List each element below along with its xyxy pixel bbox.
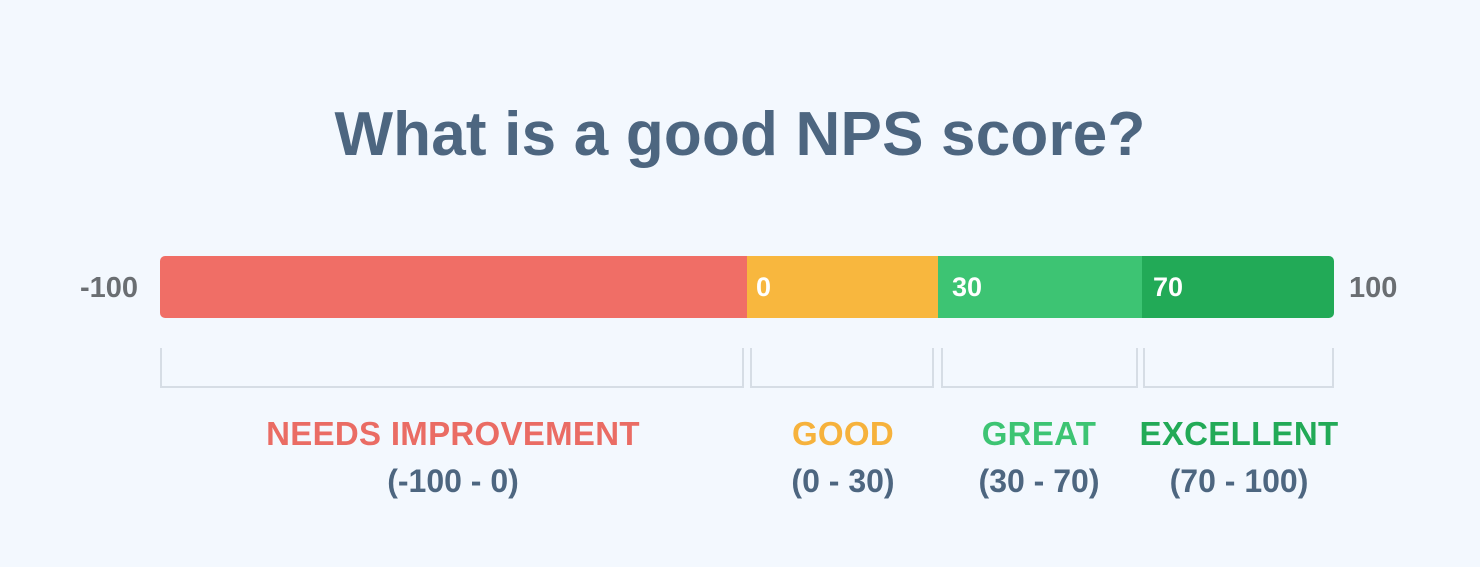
category-great-name: GREAT [981, 415, 1097, 452]
category-good-range: (0 - 30) [791, 463, 895, 499]
category-good-name: GOOD [791, 415, 895, 452]
scale-max-label: 100 [1349, 272, 1398, 304]
bracket-needs-improvement [160, 348, 744, 388]
segment-good-start: 0 [756, 272, 772, 302]
category-great-range: (30 - 70) [978, 463, 1100, 499]
bracket-excellent [1143, 348, 1334, 388]
category-needs-improvement-name: NEEDS IMPROVEMENT [266, 415, 640, 452]
scale-min-label: -100 [80, 272, 139, 304]
bracket-great [941, 348, 1138, 388]
category-excellent-name: EXCELLENT [1139, 415, 1339, 452]
bracket-good [750, 348, 934, 388]
category-needs-improvement-range: (-100 - 0) [387, 463, 519, 499]
segment-great: 30 [938, 256, 1142, 318]
category-excellent-range: (70 - 100) [1169, 463, 1309, 499]
segment-good: 0 [747, 256, 938, 318]
segment-excellent: 70 [1142, 256, 1334, 318]
nps-scale-bar: 0 30 70 [160, 256, 1334, 318]
segment-great-start: 30 [952, 272, 983, 302]
segment-excellent-start: 70 [1153, 272, 1184, 302]
nps-title: What is a good NPS score? [334, 100, 1146, 169]
segment-needs-improvement [160, 256, 747, 318]
